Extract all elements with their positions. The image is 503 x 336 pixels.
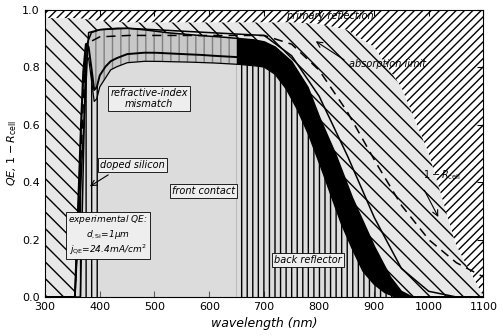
Text: refractive-index
mismatch: refractive-index mismatch <box>110 88 188 110</box>
Y-axis label: $QE$, $1-R_{\rm cell}$: $QE$, $1-R_{\rm cell}$ <box>6 120 19 186</box>
Text: front contact: front contact <box>172 186 235 196</box>
Text: absorption limit: absorption limit <box>349 59 426 69</box>
Text: primary reflection: primary reflection <box>286 11 374 21</box>
Text: experimental $QE$:
$d_{\rm ,Si}$=1$\mu$m
$j_{\rm QE}$=24.4mA/cm$^2$: experimental $QE$: $d_{\rm ,Si}$=1$\mu$m… <box>68 213 148 257</box>
Text: back reflector: back reflector <box>274 255 342 265</box>
Text: doped silicon: doped silicon <box>100 160 165 170</box>
X-axis label: wavelength (nm): wavelength (nm) <box>211 318 317 330</box>
Text: $1-R_{\rm cell}$: $1-R_{\rm cell}$ <box>423 168 461 182</box>
